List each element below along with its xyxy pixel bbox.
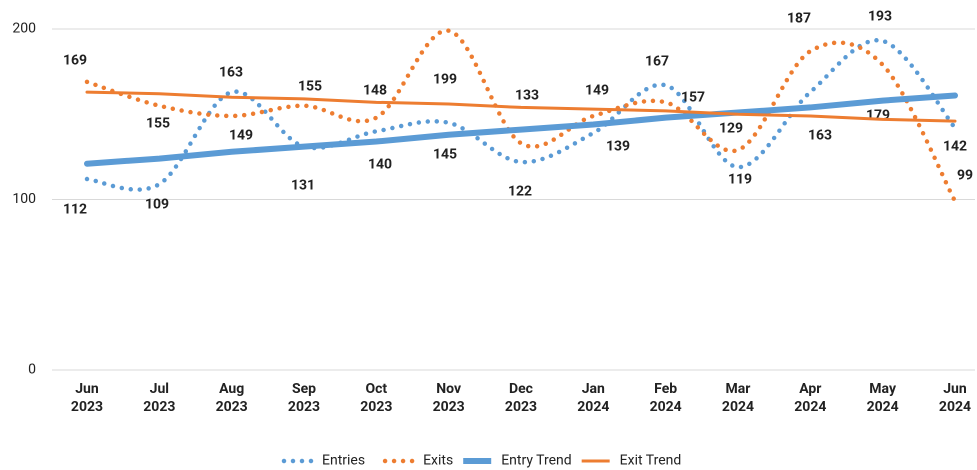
data-label: 139 [606, 139, 630, 155]
data-label: 155 [146, 116, 170, 132]
x-tick-label: Jun 2024 [938, 381, 972, 415]
x-tick-label: Dec 2023 [504, 381, 538, 415]
data-label: 112 [63, 202, 87, 218]
data-label: 133 [515, 88, 539, 104]
data-label: 131 [291, 178, 315, 194]
line-series [84, 28, 958, 204]
x-tick-label: Jul 2023 [143, 381, 176, 415]
data-label: 149 [585, 83, 609, 99]
data-label: 122 [508, 184, 532, 200]
legend-label: Exit Trend [620, 453, 682, 469]
data-label: 129 [719, 121, 743, 137]
x-tick-label: Oct 2023 [360, 381, 393, 415]
data-label: 109 [145, 197, 169, 213]
data-label: 157 [681, 90, 705, 106]
data-label: 187 [787, 11, 811, 27]
data-label: 179 [866, 108, 890, 124]
x-tick-label: Feb 2024 [649, 381, 682, 415]
data-label: 167 [645, 54, 669, 70]
data-label: 163 [808, 128, 832, 144]
legend-label: Entries [322, 453, 365, 469]
data-label: 199 [433, 72, 457, 88]
x-tick-label: Jan 2024 [577, 381, 610, 415]
x-tick-label: Mar 2024 [721, 381, 755, 415]
x-tick-label: Nov 2023 [432, 381, 465, 415]
x-tick-label: May 2024 [866, 381, 899, 415]
legend-label: Entry Trend [501, 453, 571, 469]
data-label: 148 [363, 83, 387, 99]
data-label: 149 [229, 128, 253, 144]
x-tick-label: Jun 2023 [70, 381, 104, 415]
y-tick-label: 200 [12, 21, 36, 37]
data-label: 140 [368, 157, 392, 173]
x-tick-label: Sep 2023 [287, 381, 321, 415]
data-label: 119 [728, 172, 752, 188]
data-label: 163 [219, 65, 243, 81]
data-label: 99 [957, 168, 973, 184]
data-label: 145 [433, 147, 457, 163]
line-series [84, 38, 958, 192]
data-label: 193 [868, 9, 892, 25]
data-label: 142 [943, 139, 967, 155]
trend-line [85, 90, 957, 123]
trend-line [84, 92, 958, 167]
data-label: 155 [298, 79, 322, 95]
x-tick-label: Apr 2024 [794, 381, 827, 415]
x-tick-label: Aug 2023 [215, 381, 248, 415]
y-tick-label: 100 [12, 191, 36, 207]
legend-label: Exits [423, 453, 453, 469]
y-tick-label: 0 [28, 362, 36, 378]
data-label: 169 [63, 53, 87, 69]
